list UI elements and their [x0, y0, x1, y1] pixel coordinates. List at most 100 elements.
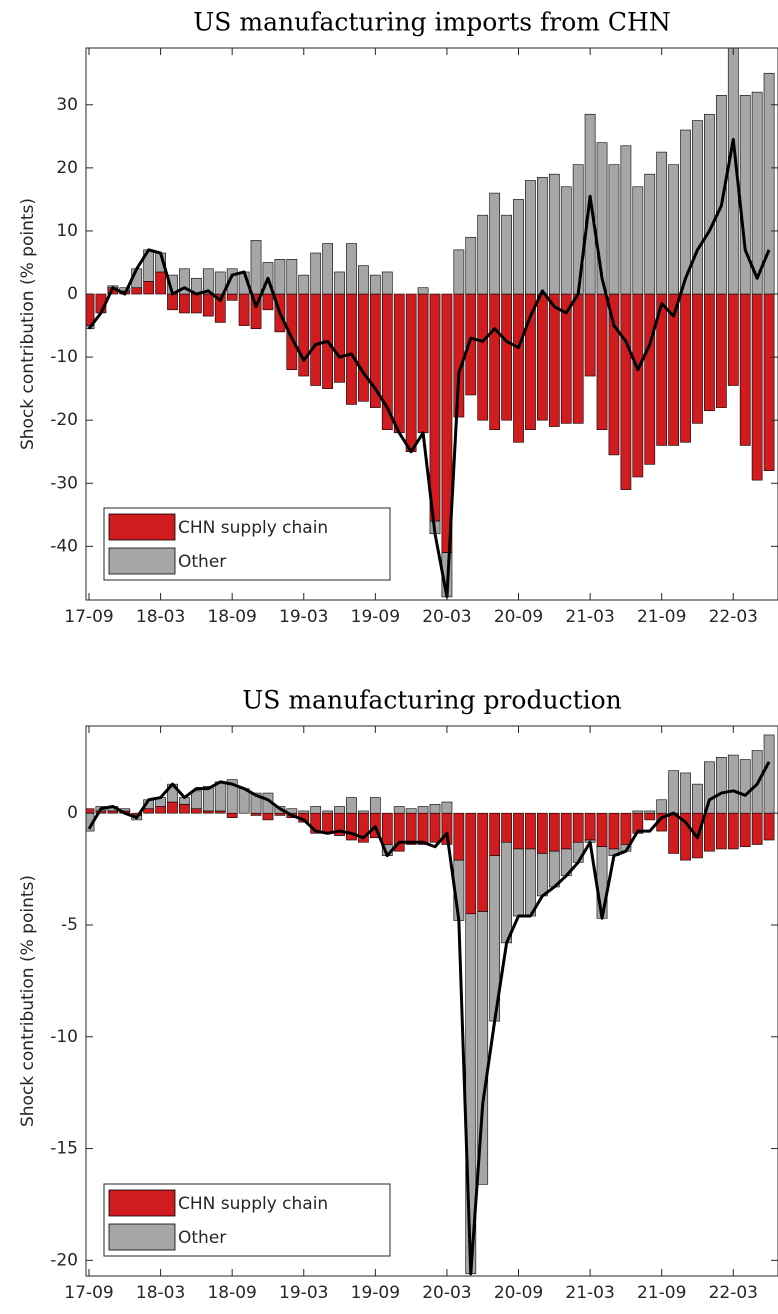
bar: [751, 91, 763, 295]
x-tick-label: 21-09: [637, 607, 686, 627]
bar: [704, 812, 715, 852]
bar: [608, 812, 620, 850]
bar: [584, 293, 596, 377]
x-tick-label: 19-03: [279, 1283, 328, 1303]
y-tick-label: 0: [67, 803, 78, 823]
bar: [226, 293, 238, 301]
bar: [346, 243, 357, 295]
bar: [191, 790, 202, 810]
bar: [298, 293, 310, 377]
bar: [548, 293, 560, 427]
bar: [715, 757, 727, 814]
bar: [763, 812, 775, 841]
bar: [584, 812, 596, 841]
x-tick-label: 19-09: [351, 1283, 400, 1303]
bar: [572, 841, 584, 863]
bar: [238, 293, 250, 326]
legend-swatch: [108, 547, 176, 575]
bar: [405, 808, 417, 814]
bar: [250, 792, 262, 814]
bar: [179, 803, 190, 814]
bar: [763, 293, 775, 471]
bar: [214, 810, 226, 814]
bar: [489, 192, 501, 295]
bar: [250, 812, 262, 816]
bar: [715, 812, 727, 850]
x-tick-label: 18-03: [136, 1283, 185, 1303]
bar: [226, 779, 238, 814]
bar: [560, 812, 572, 850]
bar: [191, 293, 202, 314]
legend-swatch: [108, 513, 176, 541]
bar: [453, 812, 465, 861]
y-tick-label: -10: [50, 1027, 78, 1047]
bar: [202, 810, 214, 814]
bar: [572, 812, 584, 843]
bar: [369, 274, 381, 295]
bar: [537, 853, 548, 897]
bar: [429, 812, 441, 843]
bar: [334, 293, 345, 383]
bar: [715, 95, 727, 295]
x-tick-label: 20-09: [494, 1283, 543, 1303]
y-tick-label: 0: [67, 284, 78, 304]
y-axis-label: Shock contribution (% points): [18, 875, 38, 1127]
bar: [751, 812, 763, 845]
bar: [202, 786, 214, 812]
bar: [262, 293, 274, 311]
bar: [262, 812, 274, 821]
bar: [322, 810, 333, 814]
bar: [322, 243, 333, 295]
x-tick-label: 20-03: [422, 607, 471, 627]
x-tick-label: 22-03: [709, 1283, 758, 1303]
bar: [644, 293, 656, 465]
x-tick-label: 20-03: [422, 1283, 471, 1303]
bar: [417, 806, 429, 814]
bar: [537, 177, 548, 295]
bar: [179, 268, 190, 295]
x-tick-label: 17-09: [64, 607, 113, 627]
bar: [656, 799, 668, 814]
y-tick-label: 10: [56, 221, 78, 241]
bar: [525, 812, 536, 850]
chart-title: US manufacturing production: [242, 686, 622, 715]
bar: [393, 293, 405, 434]
bar: [560, 186, 572, 295]
bar: [155, 806, 166, 814]
bar: [214, 781, 226, 812]
bar: [668, 770, 679, 814]
bar: [727, 293, 739, 386]
bar: [680, 772, 691, 814]
bar: [644, 810, 656, 814]
bar: [739, 293, 751, 446]
bar: [107, 810, 119, 814]
bar: [513, 848, 524, 917]
bar: [477, 293, 489, 421]
bar: [715, 293, 727, 408]
bar: [692, 120, 703, 295]
x-tick-label: 19-03: [279, 607, 328, 627]
bar: [596, 812, 608, 848]
bar: [465, 236, 477, 295]
bar: [405, 293, 417, 453]
x-tick-label: 20-09: [494, 607, 543, 627]
bar: [429, 293, 441, 522]
bar: [632, 186, 644, 295]
bar: [298, 810, 310, 814]
x-tick-label: 18-03: [136, 607, 185, 627]
bar: [369, 797, 381, 814]
y-tick-label: -20: [50, 1250, 78, 1270]
bar: [358, 293, 369, 402]
bar: [501, 214, 512, 295]
x-tick-label: 18-09: [207, 607, 256, 627]
x-tick-label: 21-03: [565, 607, 614, 627]
bar: [358, 810, 369, 814]
bar: [751, 293, 763, 481]
bar: [727, 754, 739, 814]
bar: [704, 293, 715, 412]
bar: [465, 812, 477, 915]
y-tick-label: 30: [56, 95, 78, 115]
bar: [548, 812, 560, 852]
bar: [668, 812, 679, 854]
y-tick-label: -10: [50, 347, 78, 367]
